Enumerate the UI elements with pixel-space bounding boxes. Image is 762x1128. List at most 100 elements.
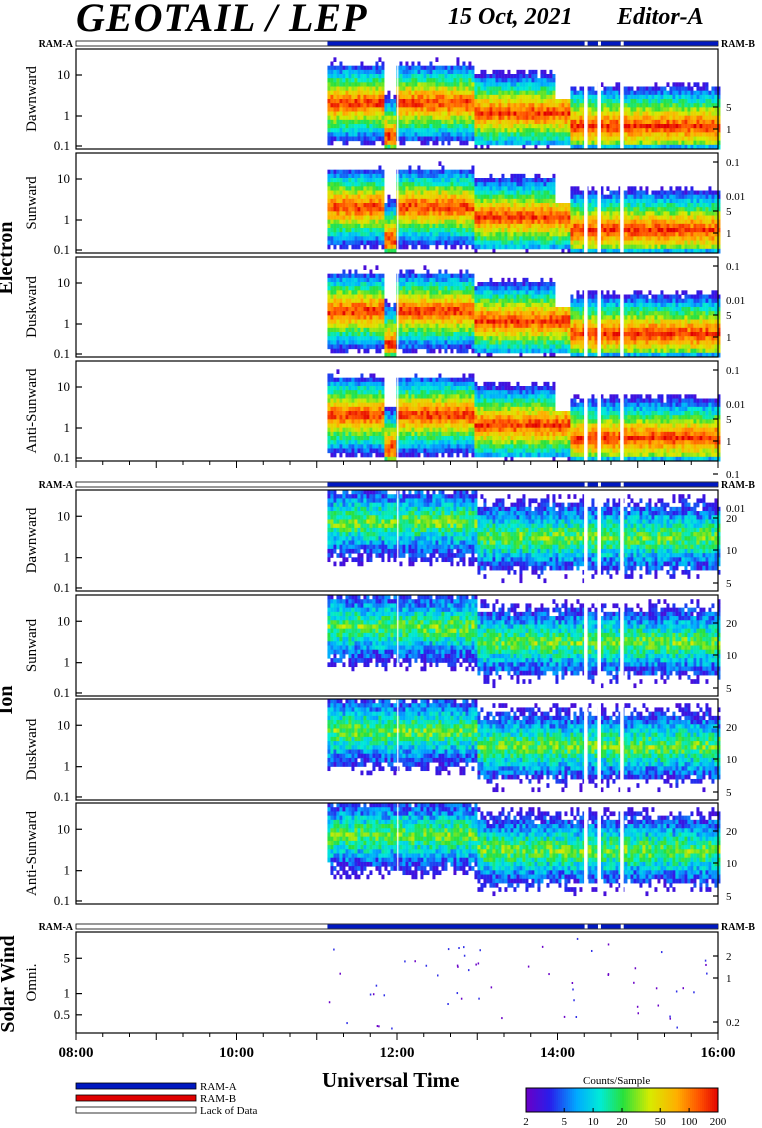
solar-wind-count: [404, 960, 406, 963]
solar-wind-count: [479, 949, 481, 952]
y-tick-label-left: 10: [57, 508, 70, 523]
solar-wind-count: [456, 992, 459, 995]
y-tick-label-right: 10: [726, 545, 738, 557]
y-tick-label-right: 1: [726, 228, 732, 240]
solar-wind-count: [657, 1004, 660, 1007]
solar-wind-count: [383, 994, 386, 997]
y-tick-label-left: 1: [64, 420, 71, 435]
data-gap: [597, 490, 601, 591]
solar-wind-count: [333, 948, 335, 951]
colorbar-title: Counts/Sample: [583, 1075, 651, 1087]
solar-wind-count: [563, 1015, 566, 1018]
y-tick-label-right: 20: [726, 513, 738, 525]
y-tick-label-left: 0.1: [54, 789, 70, 804]
solar-wind-count: [706, 972, 708, 975]
solar-wind-count: [467, 969, 470, 972]
legend-swatch-2: [75, 1106, 197, 1114]
solar-wind-count: [477, 962, 480, 965]
spectrogram-elec-2: [327, 257, 721, 358]
solar-wind-count: [576, 937, 579, 940]
y-tick-label-left: 1: [64, 316, 71, 331]
solar-wind-count: [575, 1015, 578, 1018]
ion-panel-label: Dawnward: [24, 507, 40, 573]
solar-wind-count: [527, 965, 530, 968]
data-gap: [597, 699, 601, 800]
data-gap: [397, 490, 399, 591]
data-gap: [620, 49, 624, 149]
group-label-solar-wind: Solar Wind: [0, 935, 19, 1032]
solar-wind-count: [447, 1003, 449, 1006]
solar-wind-count: [414, 960, 416, 963]
y-tick-label-left: 0.1: [54, 580, 70, 595]
solar-wind-count: [541, 945, 544, 948]
data-gap: [584, 803, 588, 904]
solar-wind-count: [346, 1022, 348, 1025]
solar-wind-count: [447, 948, 450, 951]
y-tick-label-left: 10: [57, 275, 70, 290]
solar-wind-count: [607, 973, 610, 976]
electron-panel-label: Dawnward: [24, 66, 40, 132]
solar-wind-count: [669, 1015, 671, 1018]
data-gap: [597, 153, 601, 253]
solar-wind-count: [676, 1026, 678, 1029]
solar-wind-count: [682, 987, 685, 990]
ram-bar-gap: [620, 924, 624, 929]
data-gap: [397, 153, 399, 253]
y-tick-label-right: 1: [726, 436, 732, 448]
y-tick-label-left: 5: [64, 950, 71, 965]
y-tick-label-right: 0.01: [726, 295, 745, 307]
panel-frame-ion-0: [75, 489, 719, 592]
colorbar-tick-label: 10: [588, 1116, 600, 1128]
date-label: 15 Oct, 2021: [448, 4, 573, 30]
ram-bar-gap: [597, 482, 601, 487]
data-gap: [597, 361, 601, 461]
data-gap: [620, 361, 624, 461]
solar-wind-count: [501, 1017, 503, 1020]
y-tick-label-right: 0.1: [726, 365, 740, 377]
y-tick-label-right: 2: [726, 951, 732, 963]
y-tick-label-right: 0.1: [726, 157, 740, 169]
y-tick-label-right: 0.01: [726, 399, 745, 411]
y-tick-label-left: 0.1: [54, 138, 70, 153]
ram-label-right: RAM-B: [721, 922, 755, 933]
y-tick-label-right: 1: [726, 124, 732, 136]
solar-wind-count: [634, 967, 637, 970]
ion-panel-label: Sunward: [24, 618, 40, 672]
solar-wind-count: [573, 999, 575, 1002]
y-tick-label-right: 0.1: [726, 469, 740, 481]
ram-label-left: RAM-A: [39, 480, 74, 491]
ram-bar-fill: [327, 924, 718, 929]
colorbar-tick-label: 2: [523, 1116, 529, 1128]
solar-wind-count: [669, 1017, 672, 1020]
y-tick-label-right: 0.1: [726, 261, 740, 273]
solar-wind-count: [391, 1027, 393, 1030]
ram-bar-gap: [584, 482, 588, 487]
y-tick-label-right: 5: [726, 206, 732, 218]
ram-bar-gap: [597, 41, 601, 46]
y-tick-label-left: 1: [64, 550, 71, 565]
solar-wind-count: [590, 949, 593, 952]
solar-wind-count: [705, 963, 707, 966]
ram-label-left: RAM-A: [39, 922, 74, 933]
y-tick-label-right: 5: [726, 891, 732, 903]
y-tick-label-left: 1: [64, 108, 71, 123]
legend-label-lack: Lack of Data: [200, 1105, 258, 1117]
x-tick-label: 14:00: [540, 1045, 575, 1061]
y-tick-label-right: 5: [726, 414, 732, 426]
solar-wind-count: [548, 973, 550, 976]
panel-frame-electron-0: [75, 48, 719, 150]
panel-frame-ion-3: [75, 802, 719, 905]
solar-wind-count: [704, 959, 707, 962]
data-gap: [584, 595, 588, 696]
data-gap: [584, 257, 588, 357]
x-axis-title: Universal Time: [322, 1068, 460, 1092]
x-tick-label: 12:00: [380, 1045, 415, 1061]
x-tick-label: 08:00: [59, 1045, 94, 1061]
electron-panel-label: Anti-Sunward: [24, 368, 40, 453]
spectrogram-ion-2: [327, 699, 721, 800]
solar-wind-count: [369, 993, 372, 996]
colorbar-tick-label: 50: [655, 1116, 667, 1128]
spectrogram-ion-0: [327, 490, 721, 591]
data-gap: [620, 699, 624, 800]
